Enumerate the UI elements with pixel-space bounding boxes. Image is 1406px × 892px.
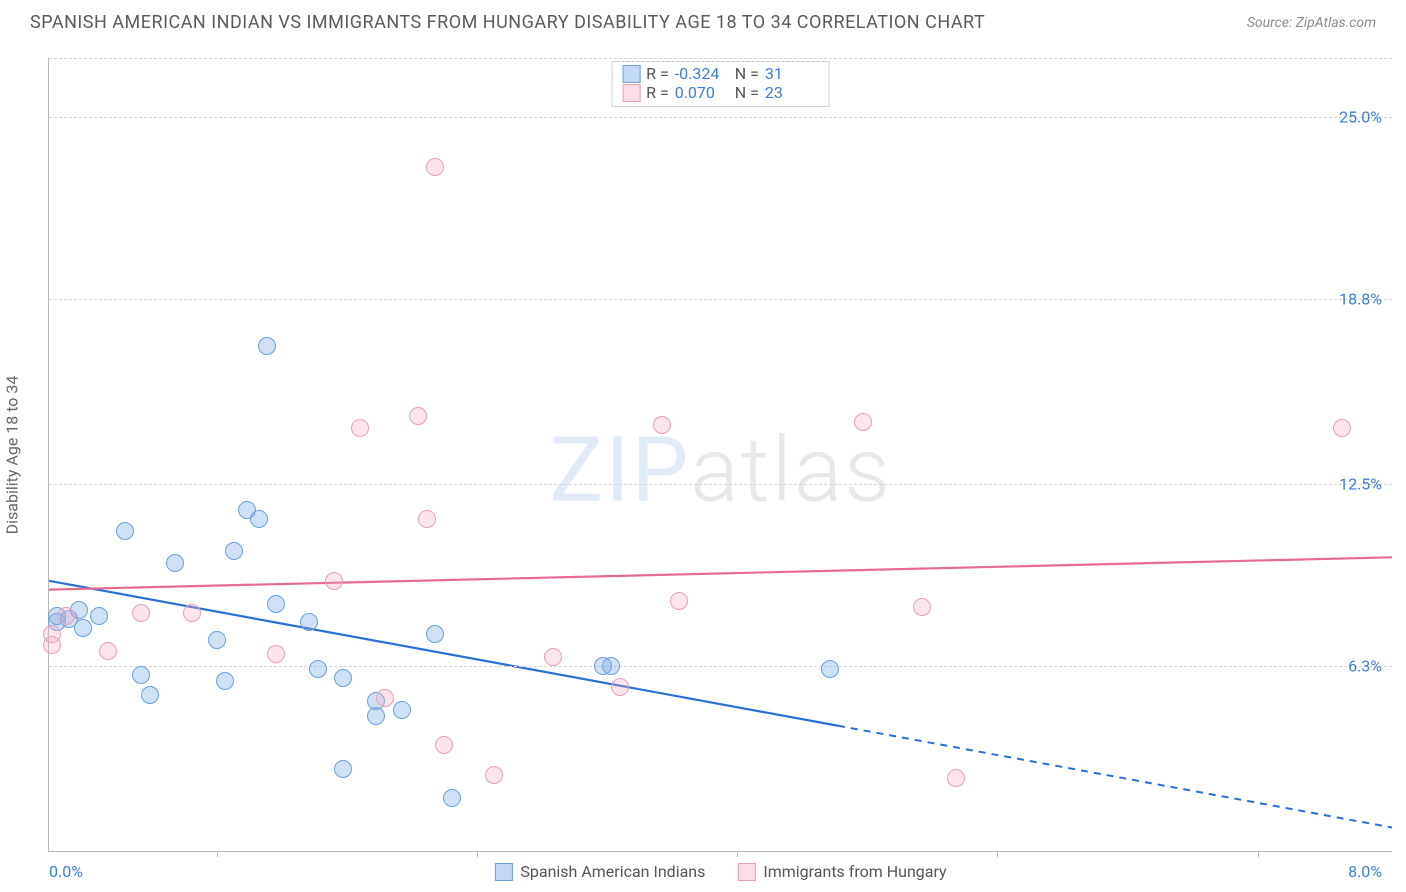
data-point (653, 416, 671, 434)
data-point (334, 760, 352, 778)
data-point (485, 766, 503, 784)
trend-line-solid (49, 557, 1392, 589)
trend-line-dashed (838, 726, 1392, 828)
data-point (435, 736, 453, 754)
data-point (74, 619, 92, 637)
n-value-blue: 31 (765, 64, 819, 83)
data-point (821, 660, 839, 678)
trend-lines (49, 58, 1392, 851)
data-point (225, 542, 243, 560)
data-point (309, 660, 327, 678)
data-point (216, 672, 234, 690)
y-tick-label: 6.3% (1348, 656, 1382, 675)
data-point (913, 598, 931, 616)
x-tick-mark (997, 851, 998, 857)
legend-item-pink: Immigrants from Hungary (737, 862, 946, 881)
legend-item-blue: Spanish American Indians (494, 862, 705, 881)
watermark-bold: ZIP (549, 418, 690, 523)
data-point (367, 707, 385, 725)
y-tick-label: 12.5% (1339, 474, 1382, 493)
chart-area: Disability Age 18 to 34 ZIPatlas R = -0.… (48, 58, 1392, 852)
r-value-pink: 0.070 (675, 83, 729, 102)
stats-row-pink: R = 0.070 N = 23 (622, 83, 819, 102)
data-point (116, 522, 134, 540)
stats-legend: R = -0.324 N = 31 R = 0.070 N = 23 (611, 61, 830, 107)
legend-label-blue: Spanish American Indians (520, 862, 705, 881)
data-point (443, 789, 461, 807)
swatch-blue-icon (622, 65, 640, 83)
data-point (854, 413, 872, 431)
data-point (393, 701, 411, 719)
data-point (544, 648, 562, 666)
x-tick-mark (477, 851, 478, 857)
data-point (208, 631, 226, 649)
swatch-pink-icon (622, 84, 640, 102)
data-point (250, 510, 268, 528)
data-point (602, 657, 620, 675)
data-point (132, 666, 150, 684)
data-point (1333, 419, 1351, 437)
x-tick-mark (1258, 851, 1259, 857)
x-tick-mark (737, 851, 738, 857)
x-tick-mark (217, 851, 218, 857)
stats-row-blue: R = -0.324 N = 31 (622, 64, 819, 83)
data-point (141, 686, 159, 704)
gridline (49, 666, 1392, 667)
data-point (670, 592, 688, 610)
y-axis-label: Disability Age 18 to 34 (3, 376, 22, 535)
data-point (300, 613, 318, 631)
source-attribution: Source: ZipAtlas.com (1247, 15, 1376, 31)
gridline (49, 299, 1392, 300)
data-point (267, 595, 285, 613)
y-tick-label: 25.0% (1339, 107, 1382, 126)
data-point (99, 642, 117, 660)
n-label: N = (735, 83, 759, 102)
gridline (49, 484, 1392, 485)
data-point (325, 572, 343, 590)
plot-region: ZIPatlas R = -0.324 N = 31 R = 0.070 N =… (48, 58, 1392, 852)
data-point (258, 337, 276, 355)
y-tick-label: 18.8% (1339, 289, 1382, 308)
x-axis-min-label: 0.0% (49, 862, 83, 881)
watermark: ZIPatlas (549, 418, 891, 523)
swatch-pink-icon (737, 863, 755, 881)
n-label: N = (735, 64, 759, 83)
r-label: R = (646, 64, 669, 83)
data-point (418, 510, 436, 528)
chart-title: SPANISH AMERICAN INDIAN VS IMMIGRANTS FR… (30, 12, 985, 33)
data-point (132, 604, 150, 622)
data-point (611, 678, 629, 696)
data-point (43, 625, 61, 643)
data-point (90, 607, 108, 625)
data-point (351, 419, 369, 437)
trend-line-solid (49, 581, 838, 726)
data-point (947, 769, 965, 787)
data-point (376, 689, 394, 707)
data-point (267, 645, 285, 663)
watermark-thin: atlas (690, 418, 891, 523)
data-point (426, 158, 444, 176)
gridline (49, 117, 1392, 118)
data-point (409, 407, 427, 425)
n-value-pink: 23 (765, 83, 819, 102)
swatch-blue-icon (494, 863, 512, 881)
gridline (49, 58, 1392, 59)
r-label: R = (646, 83, 669, 102)
data-point (57, 607, 75, 625)
data-point (334, 669, 352, 687)
data-point (426, 625, 444, 643)
r-value-blue: -0.324 (675, 64, 729, 83)
x-axis-max-label: 8.0% (1348, 862, 1382, 881)
data-point (166, 554, 184, 572)
series-legend: Spanish American Indians Immigrants from… (494, 862, 946, 881)
legend-label-pink: Immigrants from Hungary (763, 862, 946, 881)
data-point (183, 604, 201, 622)
